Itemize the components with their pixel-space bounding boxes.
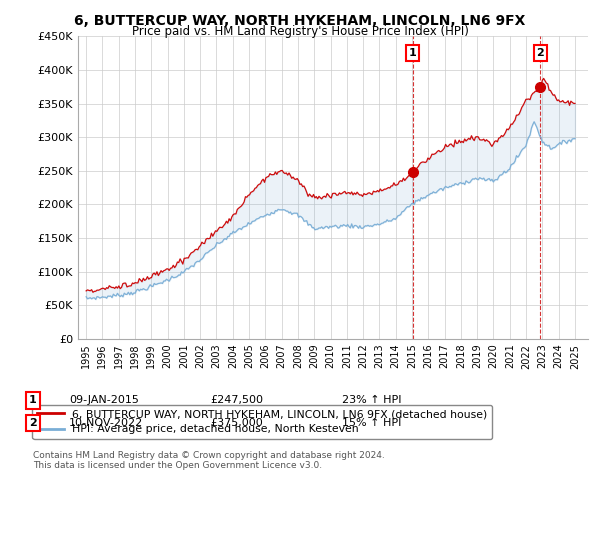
Text: 09-JAN-2015: 09-JAN-2015 <box>69 395 139 405</box>
Text: 2: 2 <box>536 48 544 58</box>
Text: 23% ↑ HPI: 23% ↑ HPI <box>342 395 401 405</box>
Text: 1: 1 <box>29 395 37 405</box>
Text: £247,500: £247,500 <box>210 395 263 405</box>
Text: 6, BUTTERCUP WAY, NORTH HYKEHAM, LINCOLN, LN6 9FX: 6, BUTTERCUP WAY, NORTH HYKEHAM, LINCOLN… <box>74 14 526 28</box>
Text: £375,000: £375,000 <box>210 418 263 428</box>
Text: Contains HM Land Registry data © Crown copyright and database right 2024.
This d: Contains HM Land Registry data © Crown c… <box>33 451 385 470</box>
Text: 15% ↑ HPI: 15% ↑ HPI <box>342 418 401 428</box>
Text: 10-NOV-2022: 10-NOV-2022 <box>69 418 143 428</box>
Legend: 6, BUTTERCUP WAY, NORTH HYKEHAM, LINCOLN, LN6 9FX (detached house), HPI: Average: 6, BUTTERCUP WAY, NORTH HYKEHAM, LINCOLN… <box>32 405 492 439</box>
Text: 1: 1 <box>409 48 416 58</box>
Text: 2: 2 <box>29 418 37 428</box>
Text: Price paid vs. HM Land Registry's House Price Index (HPI): Price paid vs. HM Land Registry's House … <box>131 25 469 38</box>
